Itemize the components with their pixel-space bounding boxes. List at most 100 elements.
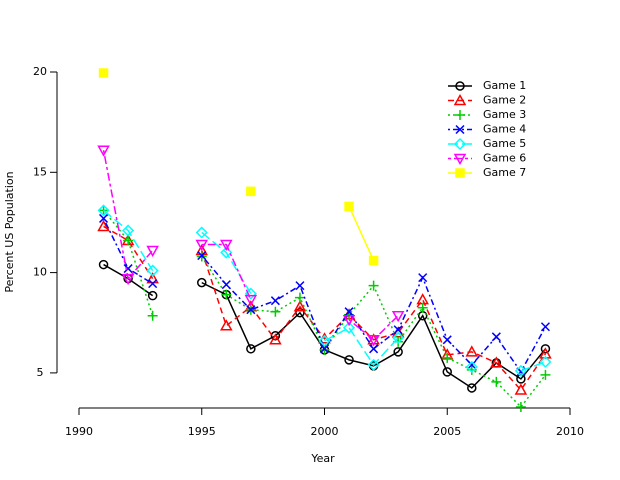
marker <box>246 344 256 354</box>
series-line <box>102 209 547 409</box>
marker <box>221 280 231 290</box>
marker <box>391 310 405 323</box>
legend-marker <box>453 93 467 106</box>
marker <box>98 68 109 78</box>
y-tick-label: 15 <box>33 165 47 178</box>
marker <box>147 310 158 321</box>
marker <box>121 273 135 286</box>
marker <box>393 347 403 357</box>
marker <box>467 360 477 370</box>
marker <box>442 352 453 363</box>
x-tick-label: 2005 <box>433 425 461 438</box>
legend-label: Game 2 <box>483 94 526 107</box>
marker <box>515 402 526 412</box>
marker <box>539 355 552 368</box>
marker <box>148 279 158 289</box>
marker <box>98 205 109 216</box>
marker <box>195 239 209 252</box>
marker <box>295 281 305 291</box>
y-tick-label: 5 <box>37 366 44 379</box>
series-line <box>103 209 546 372</box>
marker <box>342 321 356 334</box>
marker <box>147 290 158 301</box>
marker <box>367 335 380 347</box>
marker <box>465 360 478 373</box>
legend-label: Game 4 <box>483 123 526 136</box>
legend-label: Game 6 <box>483 152 526 165</box>
marker <box>246 186 256 197</box>
legend-label: Game 5 <box>483 137 526 150</box>
marker <box>540 322 550 332</box>
marker <box>466 364 477 375</box>
marker <box>490 356 503 368</box>
marker <box>195 226 208 239</box>
y-tick-label: 20 <box>33 65 47 78</box>
marker <box>491 376 502 387</box>
x-tick-label: 2010 <box>556 425 584 438</box>
marker <box>442 335 452 345</box>
marker <box>293 300 307 312</box>
marker <box>98 259 109 270</box>
series-line <box>103 225 547 392</box>
legend-label: Game 3 <box>483 108 526 121</box>
marker <box>369 344 379 354</box>
marker <box>392 331 405 344</box>
y-tick-label: 10 <box>33 266 47 279</box>
series-line <box>102 150 399 341</box>
legend-marker <box>455 81 465 91</box>
marker <box>244 294 258 307</box>
series-line <box>102 218 547 374</box>
marker <box>319 344 330 354</box>
x-tick-label: 1990 <box>65 425 93 438</box>
marker <box>197 251 207 261</box>
marker <box>393 325 403 335</box>
marker <box>221 289 232 300</box>
marker <box>97 145 110 157</box>
legend-marker <box>453 153 467 166</box>
marker <box>467 383 477 393</box>
marker <box>99 213 109 223</box>
legend-marker <box>455 168 465 178</box>
marker <box>465 345 479 357</box>
marker <box>344 355 354 365</box>
marker <box>197 277 207 288</box>
marker <box>417 302 428 313</box>
marker <box>123 264 133 274</box>
legend-marker <box>453 137 467 151</box>
marker <box>146 264 159 277</box>
marker <box>122 224 135 237</box>
marker <box>344 307 354 317</box>
marker <box>368 280 379 291</box>
y-axis-label: Percent US Population <box>3 171 16 292</box>
marker <box>368 255 379 266</box>
legend-marker <box>455 124 465 135</box>
marker <box>344 201 354 212</box>
marker <box>220 246 233 259</box>
marker <box>442 367 452 377</box>
legend-marker <box>455 110 465 120</box>
marker <box>367 358 380 371</box>
marker <box>220 239 233 252</box>
marker <box>318 334 331 347</box>
marker <box>97 204 110 217</box>
marker <box>342 314 356 327</box>
x-axis-label: Year <box>310 452 335 465</box>
marker <box>269 333 282 345</box>
marker <box>123 235 134 246</box>
marker <box>540 369 551 380</box>
marker <box>270 296 280 306</box>
marker <box>416 293 429 305</box>
x-tick-label: 2000 <box>311 425 339 438</box>
marker <box>294 292 305 303</box>
marker <box>514 364 527 377</box>
marker <box>246 305 256 315</box>
marker <box>97 219 110 232</box>
marker <box>270 306 281 317</box>
marker <box>418 273 428 283</box>
marker <box>514 383 528 395</box>
series-line <box>103 263 547 389</box>
series-line <box>348 206 375 261</box>
legend-label: Game 7 <box>483 166 526 179</box>
marker <box>491 332 501 342</box>
